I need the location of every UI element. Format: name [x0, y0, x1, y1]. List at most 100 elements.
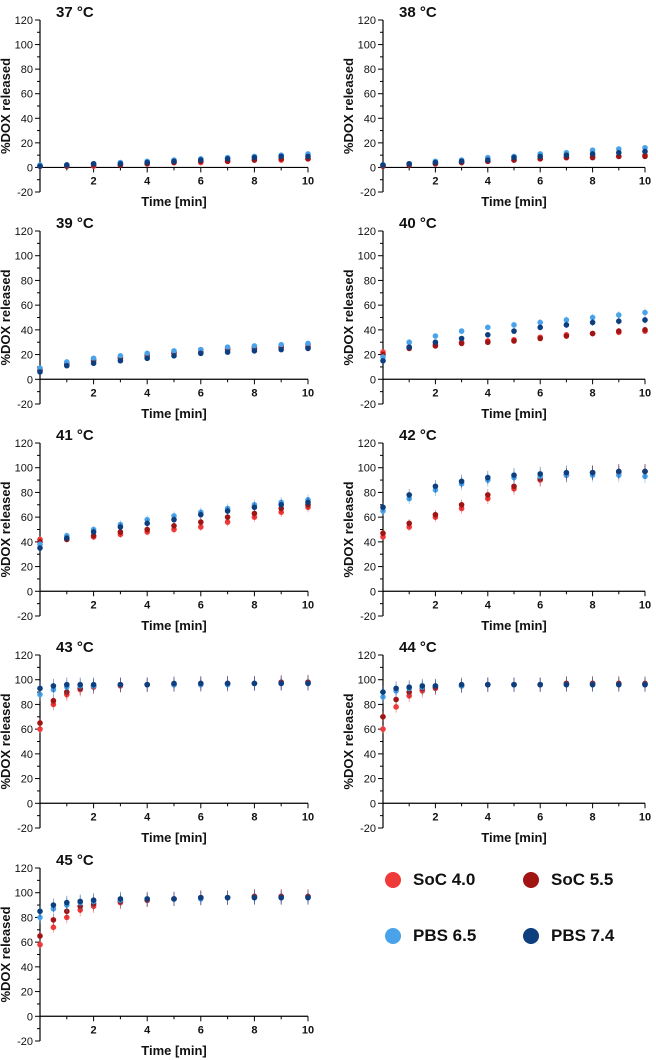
- data-point: [198, 350, 204, 357]
- data-point: [305, 499, 311, 506]
- data-point: [50, 902, 57, 908]
- y-tick-label: 60: [21, 937, 33, 949]
- x-tick-label: 10: [639, 599, 651, 611]
- data-point: [90, 529, 97, 535]
- x-axis-label: Time [min]: [481, 830, 547, 845]
- y-tick-label: 80: [364, 64, 376, 76]
- y-tick-label: 80: [21, 275, 33, 287]
- data-point: [251, 154, 258, 161]
- data-point: [537, 335, 543, 342]
- y-tick-label: 20: [21, 350, 33, 362]
- y-axis-label: %DOX released: [0, 906, 13, 1002]
- data-point: [642, 309, 648, 316]
- x-tick-label: 6: [537, 175, 543, 187]
- data-point: [406, 344, 413, 350]
- panel-title: 39 °C: [56, 215, 94, 232]
- data-point: [458, 501, 465, 508]
- y-axis-label: %DOX released: [0, 693, 13, 789]
- legend-item-pbs-6-5: PBS 6.5: [385, 926, 476, 946]
- series-pbs-7-4: [380, 677, 648, 699]
- data-point: [251, 343, 258, 349]
- data-point: [278, 894, 285, 901]
- x-tick-label: 6: [537, 599, 543, 611]
- data-point: [485, 157, 491, 163]
- data-point: [511, 483, 517, 490]
- chart-panel: -20 0 20 40 60 80 100 120 2 4 6 8 10 Time [min] %DOX r…: [0, 639, 314, 845]
- data-point: [511, 322, 517, 328]
- x-tick-label: 4: [144, 1024, 151, 1036]
- data-point: [224, 156, 231, 162]
- data-point: [251, 894, 258, 901]
- chart-panel: -20 0 20 40 60 80 100 120 2 4 6 8 10 Time [min] %DOX r…: [341, 427, 651, 633]
- y-tick-label: 20: [21, 987, 33, 999]
- chart-panel: -20 0 20 40 60 80 100 120 2 4 6 8 10 Time [min] %DOX r…: [0, 852, 314, 1058]
- data-point: [251, 680, 258, 687]
- data-point: [117, 357, 124, 364]
- data-point: [406, 492, 413, 498]
- y-tick-label: 20: [21, 774, 33, 786]
- data-point: [64, 162, 70, 168]
- y-tick-label: 80: [364, 275, 376, 287]
- y-tick-label: 120: [15, 863, 33, 875]
- x-axis-label: Time [min]: [481, 618, 547, 633]
- data-point: [50, 683, 57, 689]
- data-point: [380, 357, 386, 364]
- data-point: [537, 319, 543, 326]
- y-tick-label: 100: [15, 251, 33, 263]
- x-tick-label: 6: [198, 175, 204, 187]
- panel-title: 38 °C: [399, 4, 437, 21]
- y-axis-label: %DOX released: [341, 693, 356, 789]
- y-tick-label: 80: [21, 487, 33, 499]
- data-point: [406, 684, 413, 690]
- data-point: [144, 350, 150, 357]
- data-point: [458, 158, 465, 165]
- data-point: [380, 504, 386, 511]
- x-tick-label: 6: [198, 599, 204, 611]
- data-point: [380, 162, 386, 168]
- x-tick-label: 6: [537, 811, 543, 823]
- y-tick-label: 120: [15, 226, 33, 238]
- y-tick-label: 0: [370, 798, 376, 810]
- x-axis-label: Time [min]: [141, 194, 207, 209]
- y-tick-label: 20: [21, 562, 33, 574]
- data-point: [278, 153, 285, 160]
- x-tick-label: 4: [144, 175, 151, 187]
- y-tick-label: 60: [21, 512, 33, 524]
- y-tick-label: 40: [364, 749, 376, 761]
- series-pbs-7-4: [37, 676, 311, 696]
- data-point: [198, 519, 204, 525]
- data-point: [64, 899, 70, 906]
- data-point: [380, 713, 386, 720]
- data-point: [50, 917, 57, 923]
- legend-label: PBS 7.4: [551, 926, 615, 945]
- legend: SoC 4.0 SoC 5.5 PBS 6.5 PBS 7.4: [385, 862, 645, 972]
- data-point: [117, 896, 124, 902]
- y-tick-label: 100: [15, 40, 33, 52]
- data-point: [64, 535, 70, 541]
- series-pbs-7-4: [37, 890, 311, 918]
- data-point: [563, 333, 570, 339]
- panel-title: 43 °C: [56, 639, 94, 656]
- data-point: [305, 340, 311, 347]
- x-tick-label: 4: [485, 811, 492, 823]
- y-tick-label: 20: [364, 562, 376, 574]
- y-tick-label: 40: [364, 113, 376, 125]
- y-tick-label: 20: [364, 350, 376, 362]
- data-point: [642, 327, 648, 333]
- data-point: [117, 529, 124, 535]
- y-tick-label: 40: [21, 537, 33, 549]
- chart-panel: -20 0 20 40 60 80 100 120 2 4 6 8 10 Time [min] %DOX r…: [0, 215, 314, 421]
- y-tick-label: 60: [21, 724, 33, 736]
- y-tick-label: 40: [21, 113, 33, 125]
- chart-panel: -20 0 20 40 60 80 100 120 2 4 6 8 10 Time [min] %DOX r…: [341, 4, 651, 209]
- data-point: [458, 335, 465, 342]
- y-tick-label: 120: [358, 15, 376, 27]
- x-tick-label: 2: [432, 175, 438, 187]
- y-tick-label: 40: [21, 749, 33, 761]
- x-tick-label: 8: [251, 599, 257, 611]
- y-tick-label: 100: [358, 40, 376, 52]
- y-tick-label: 40: [21, 962, 33, 974]
- data-point: [589, 314, 596, 321]
- data-point: [616, 681, 622, 688]
